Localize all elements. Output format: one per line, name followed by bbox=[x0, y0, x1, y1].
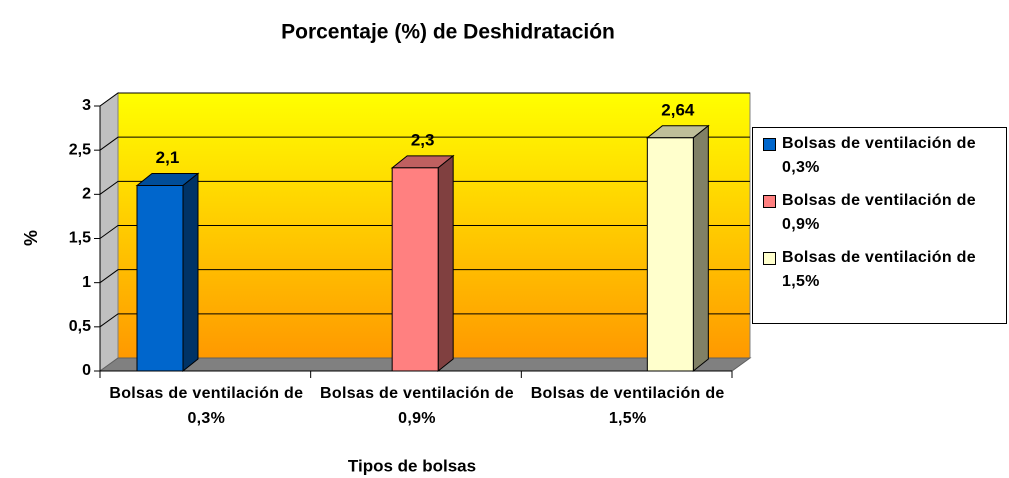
x-axis-title: Tipos de bolsas bbox=[348, 456, 476, 475]
legend-item: Bolsas de ventilación de 0,3% bbox=[763, 132, 1002, 180]
x-tick-label: Bolsas de ventilación de 0,9% bbox=[320, 385, 514, 427]
grid-line bbox=[99, 92, 750, 107]
y-tick-label: 3 bbox=[82, 97, 91, 114]
data-label: 2,3 bbox=[411, 130, 435, 149]
y-axis-title: % bbox=[21, 230, 41, 246]
grid-line bbox=[99, 180, 750, 195]
bar-side bbox=[182, 172, 199, 373]
legend-label: Bolsas de ventilación de 0,9% bbox=[782, 192, 976, 233]
legend: Bolsas de ventilación de 0,3% Bolsas de v… bbox=[752, 127, 1007, 324]
data-label: 2,64 bbox=[661, 100, 695, 119]
bar-front bbox=[646, 137, 694, 372]
legend-item: Bolsas de ventilación de 0,9% bbox=[763, 189, 1002, 237]
y-tick-label: 2,5 bbox=[69, 141, 91, 158]
grid-line bbox=[99, 136, 750, 151]
y-tick-label: 2 bbox=[82, 186, 91, 203]
legend-item: Bolsas de ventilación de 1,5% bbox=[763, 246, 1002, 294]
y-tick-label: 1,5 bbox=[69, 230, 91, 247]
grid-line bbox=[99, 313, 750, 328]
y-tick-label: 0 bbox=[82, 362, 91, 379]
legend-label: Bolsas de ventilación de 0,3% bbox=[782, 135, 976, 176]
bar bbox=[135, 172, 200, 373]
grid-line bbox=[99, 269, 750, 284]
y-tick-label: 0,5 bbox=[69, 318, 91, 335]
legend-swatch bbox=[763, 138, 776, 151]
y-tick-label: 1 bbox=[82, 274, 91, 291]
data-label: 2,1 bbox=[156, 148, 180, 167]
legend-swatch bbox=[763, 252, 776, 265]
bar-front bbox=[391, 167, 439, 372]
x-tick-label: Bolsas de ventilación de 1,5% bbox=[530, 385, 725, 427]
bar bbox=[645, 124, 710, 373]
bar-side bbox=[692, 124, 709, 373]
bar bbox=[390, 154, 455, 373]
bar-side bbox=[437, 154, 454, 373]
grid-line bbox=[99, 225, 750, 239]
x-tick-label: Bolsas de ventilación de 0,3% bbox=[109, 385, 304, 427]
bar-front bbox=[136, 185, 184, 372]
chart-title: Porcentaje (%) de Deshidratación bbox=[281, 21, 615, 44]
legend-swatch bbox=[763, 195, 776, 208]
legend-label: Bolsas de ventilación de 1,5% bbox=[782, 249, 976, 290]
